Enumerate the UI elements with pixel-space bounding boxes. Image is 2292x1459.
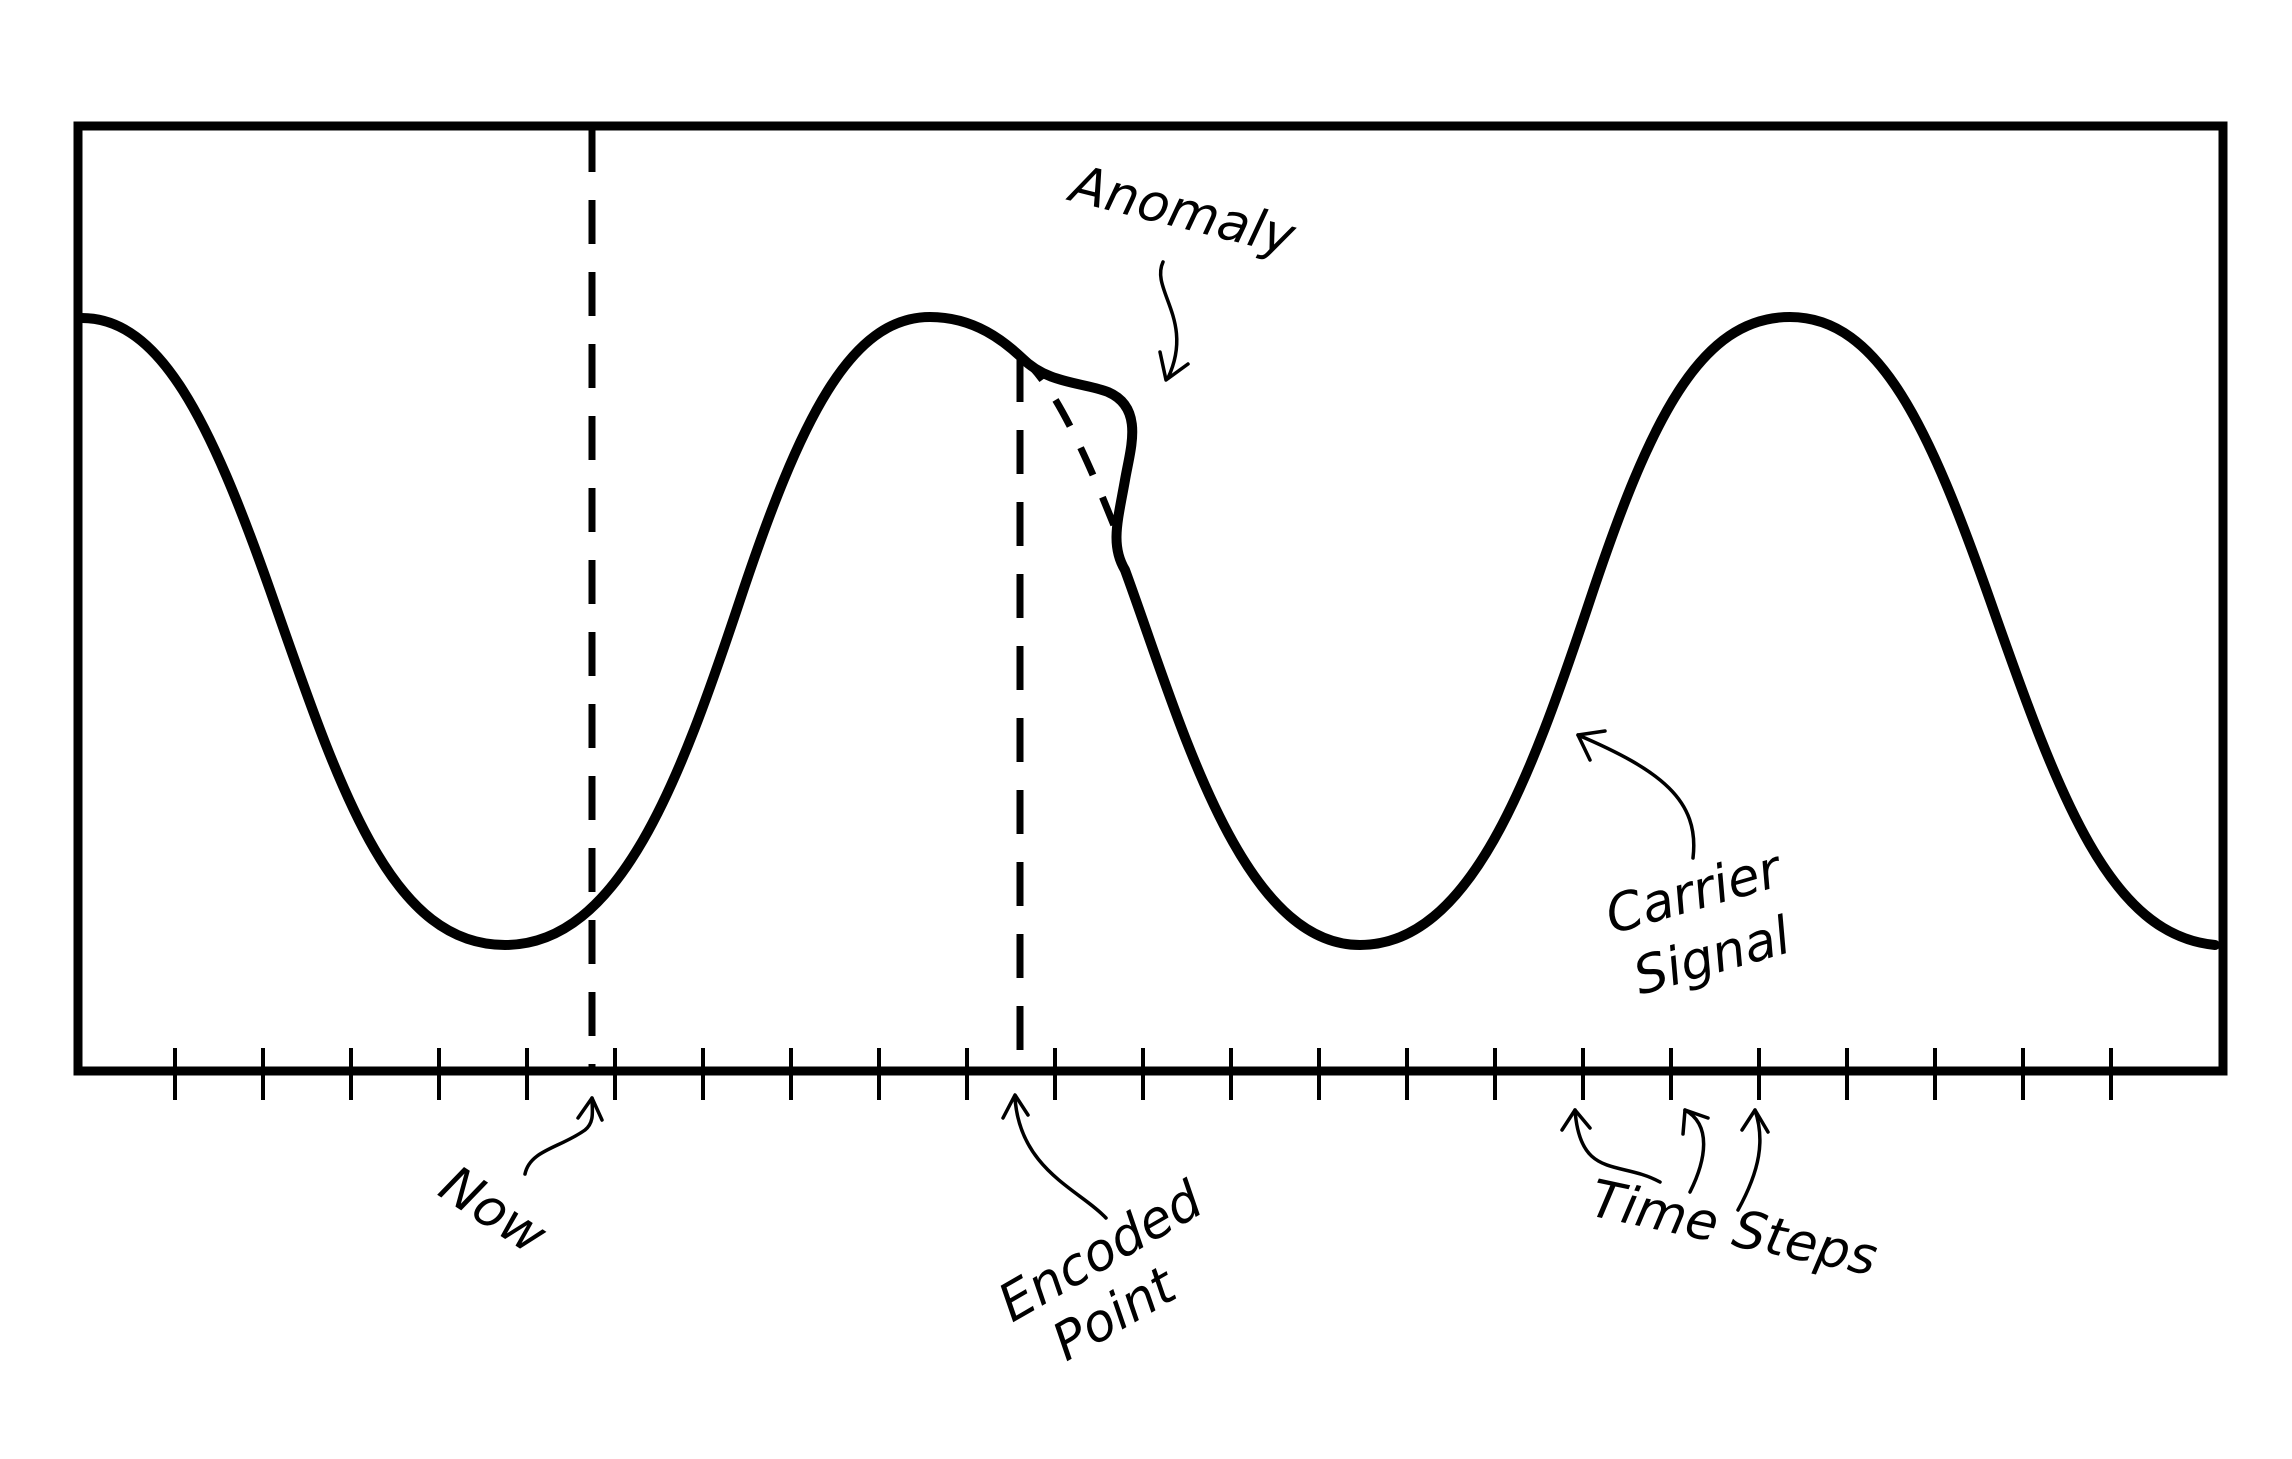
time-steps-arrowhead-3 (1740, 1108, 1770, 1134)
time-steps-arrow-3 (1736, 1108, 1762, 1212)
carrier-signal-arrow (1576, 733, 1696, 860)
time-steps-label: Time Steps (1585, 1169, 1882, 1288)
expected-path-dashed (1019, 355, 1119, 530)
time-steps-arrow-1 (1573, 1108, 1662, 1184)
encoded-point-arrowhead (1001, 1093, 1030, 1120)
plot-frame (73, 121, 2228, 1076)
now-arrowhead (576, 1096, 604, 1122)
time-steps-arrow-2 (1683, 1108, 1706, 1194)
time-steps-arrowhead-1 (1560, 1108, 1592, 1132)
anomaly-label: Anomaly (1062, 154, 1302, 268)
carrier-signal-curve (77, 312, 2220, 950)
carrier-signal-arrowhead (1576, 729, 1607, 762)
anomaly-arrow (1158, 260, 1179, 380)
anomaly-arrowhead (1158, 350, 1190, 382)
encoded-point-arrow (1013, 1096, 1108, 1220)
now-arrow (523, 1096, 595, 1176)
time-steps-arrowhead-2 (1681, 1108, 1710, 1136)
time-step-ticks (173, 1048, 2113, 1100)
now-label: Now (429, 1155, 557, 1267)
